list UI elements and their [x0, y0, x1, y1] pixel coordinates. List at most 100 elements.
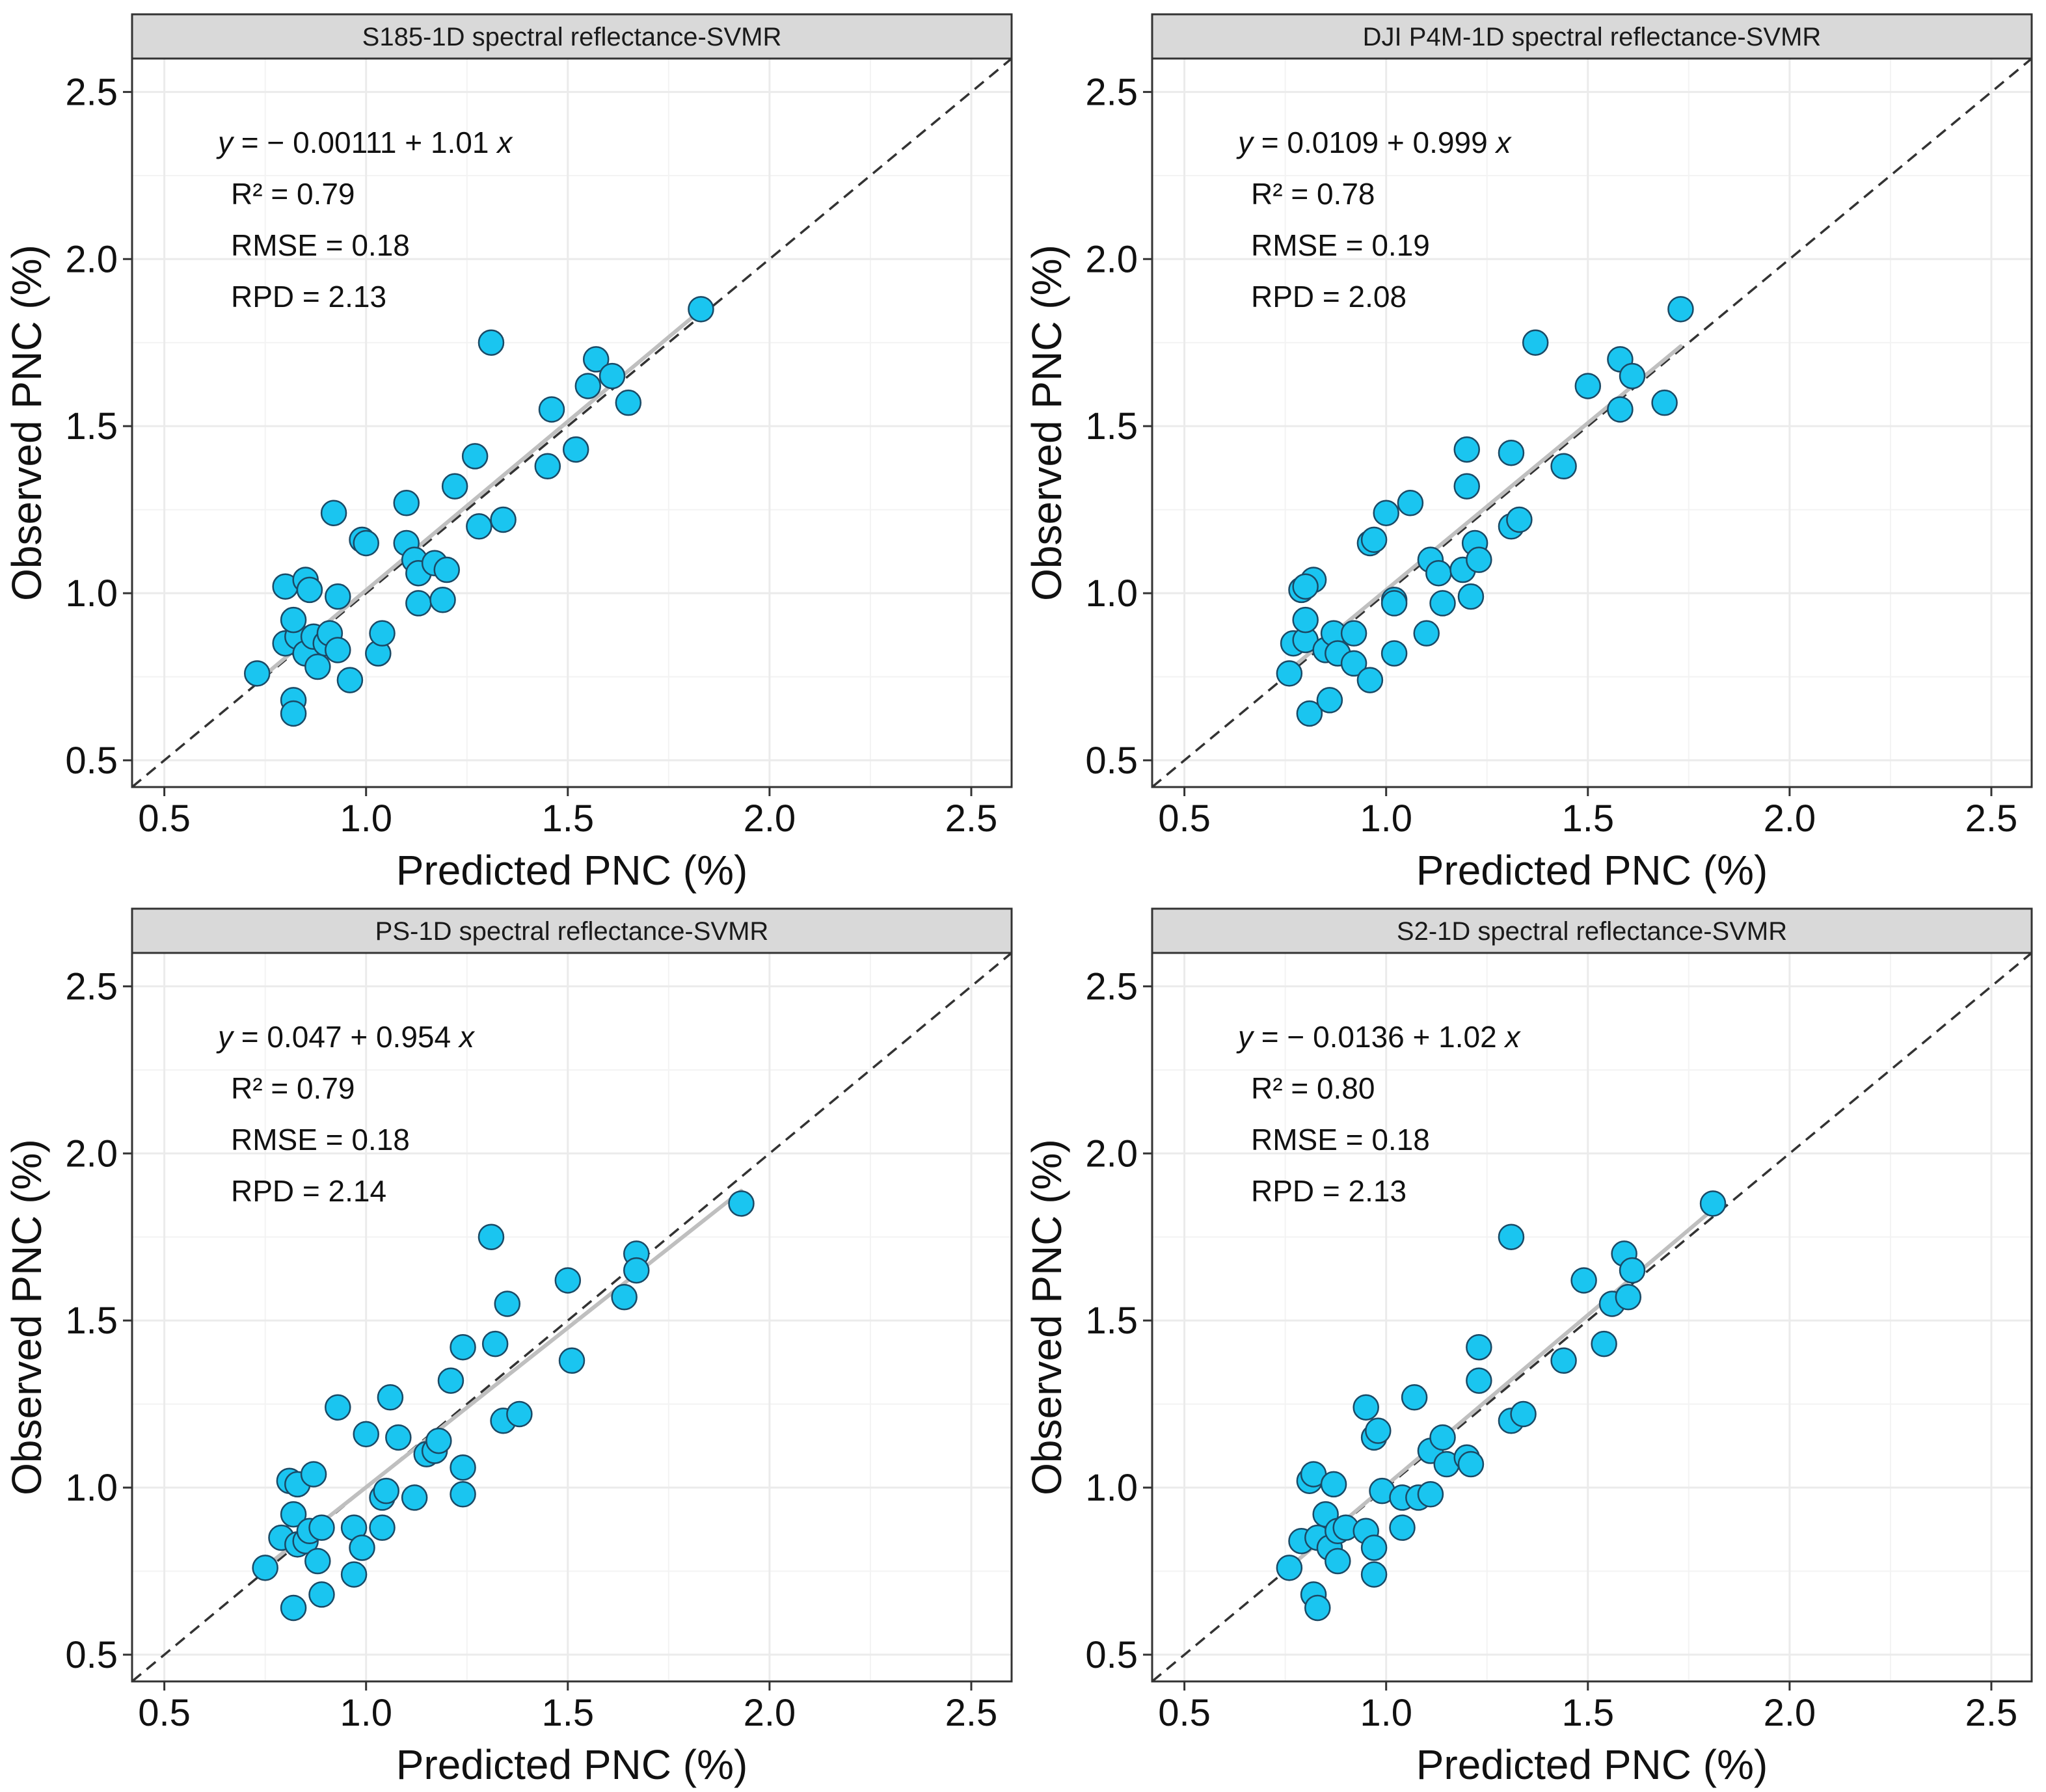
data-point: [437, 1367, 464, 1394]
y-tick-label: 1.0: [1085, 572, 1138, 615]
y-tick-label: 2.5: [1085, 71, 1138, 113]
rmse-label: RMSE = 0.18: [1251, 1123, 1430, 1157]
data-point: [1466, 1367, 1492, 1394]
rpd-label: RPD = 2.13: [1251, 1174, 1407, 1208]
data-point: [1360, 1534, 1388, 1561]
data-point: [728, 1190, 755, 1217]
data-point: [494, 1291, 521, 1317]
data-point: [349, 1534, 375, 1561]
data-point: [490, 506, 517, 533]
rpd-label: RPD = 2.13: [231, 280, 386, 314]
data-point: [304, 1547, 331, 1575]
y-tick-label: 1.0: [65, 572, 118, 615]
equation-y: y: [1236, 1020, 1255, 1054]
data-point: [300, 1461, 327, 1488]
data-point: [252, 1555, 278, 1581]
strip-header: [1151, 907, 2033, 954]
data-points: [252, 1190, 755, 1622]
y-tick-label: 1.0: [65, 1467, 118, 1509]
regression-line: [255, 308, 703, 684]
data-point: [280, 1501, 307, 1528]
panel-title: S185-1D spectral reflectance-SVMR: [362, 23, 782, 51]
data-point: [538, 396, 565, 423]
panel-4: S2-1D spectral reflectance-SVMR 0.5 0.5 1.0…: [1023, 907, 2033, 1788]
data-point: [405, 590, 432, 617]
rpd-label: RPD = 2.08: [1251, 280, 1407, 314]
data-point: [1522, 329, 1549, 356]
data-point: [1619, 1257, 1646, 1284]
data-point: [1466, 546, 1492, 573]
x-axis-title: Predicted PNC (%): [1416, 1741, 1768, 1788]
data-point: [1550, 453, 1577, 480]
data-point: [429, 587, 456, 613]
equation-y: y: [1236, 126, 1255, 159]
data-point: [1425, 559, 1452, 587]
equation-x: x: [1494, 126, 1512, 159]
data-point: [1356, 667, 1384, 693]
y-tick-label: 1.5: [65, 405, 118, 448]
data-point: [1340, 650, 1367, 677]
panel-title: PS-1D spectral reflectance-SVMR: [375, 917, 769, 946]
data-point: [1380, 640, 1408, 667]
equation-body: = 0.0109 + 0.999: [1253, 126, 1496, 159]
data-point: [1429, 590, 1456, 617]
x-axis-title: Predicted PNC (%): [396, 1741, 748, 1788]
data-point: [308, 1581, 335, 1608]
data-point: [401, 1484, 428, 1511]
x-tick-label: 0.5: [1158, 1692, 1211, 1734]
x-axis-title: Predicted PNC (%): [1416, 847, 1768, 894]
data-point: [1276, 660, 1303, 687]
data-point: [1498, 439, 1525, 466]
y-tick-label: 2.0: [1085, 1132, 1138, 1175]
x-tick-label: 1.5: [541, 797, 594, 840]
x-tick-label: 2.0: [1764, 1692, 1816, 1734]
data-points: [244, 296, 714, 727]
panel-3: PS-1D spectral reflectance-SVMR 0.5 0.5 1.0…: [3, 907, 1013, 1788]
data-point: [393, 490, 420, 516]
data-point: [320, 500, 347, 526]
r-squared-label: R² = 0.79: [231, 177, 355, 211]
x-tick-label: 1.0: [340, 1692, 392, 1734]
y-tick-label: 0.5: [65, 1634, 118, 1676]
data-point: [433, 556, 460, 583]
y-tick-label: 0.5: [1085, 740, 1138, 782]
data-point: [280, 606, 307, 634]
data-point: [1417, 1481, 1444, 1508]
x-tick-label: 0.5: [138, 797, 191, 840]
data-point: [562, 436, 589, 463]
data-point: [466, 513, 492, 540]
data-point: [1619, 362, 1646, 390]
equation-x: x: [496, 126, 513, 159]
rmse-label: RMSE = 0.19: [1251, 228, 1430, 262]
data-point: [558, 1347, 586, 1374]
equation-y: y: [216, 1020, 235, 1054]
stats-annotation: y = 0.0109 + 0.999 x R² = 0.78 RMSE = 0.19…: [1236, 126, 1512, 314]
x-axis-title: Predicted PNC (%): [396, 847, 748, 894]
x-tick-label: 2.5: [1965, 1692, 2018, 1734]
y-tick-label: 2.0: [65, 238, 118, 280]
data-point: [450, 1481, 476, 1508]
data-point: [478, 1224, 505, 1250]
data-point: [1401, 1384, 1428, 1411]
data-points: [1276, 296, 1694, 727]
data-point: [1651, 389, 1678, 416]
panel-title: S2-1D spectral reflectance-SVMR: [1397, 917, 1787, 946]
data-point: [353, 529, 379, 557]
equation-body: = − 0.0136 + 1.02: [1253, 1020, 1505, 1054]
data-point: [450, 1454, 476, 1481]
data-point: [325, 1394, 351, 1421]
data-point: [1453, 473, 1480, 500]
data-point: [353, 1421, 379, 1448]
stats-annotation: y = − 0.0136 + 1.02 x R² = 0.80 RMSE = 0.1…: [1236, 1020, 1522, 1208]
x-tick-label: 2.5: [945, 1692, 998, 1734]
data-point: [1591, 1330, 1617, 1357]
data-point: [1506, 506, 1533, 533]
x-tick-label: 2.0: [744, 797, 796, 840]
equation-x: x: [458, 1020, 476, 1054]
rmse-label: RMSE = 0.18: [231, 228, 410, 262]
data-point: [1304, 1594, 1331, 1622]
data-point: [1365, 1417, 1392, 1444]
data-point: [325, 583, 351, 610]
r-squared-label: R² = 0.78: [1251, 177, 1375, 211]
